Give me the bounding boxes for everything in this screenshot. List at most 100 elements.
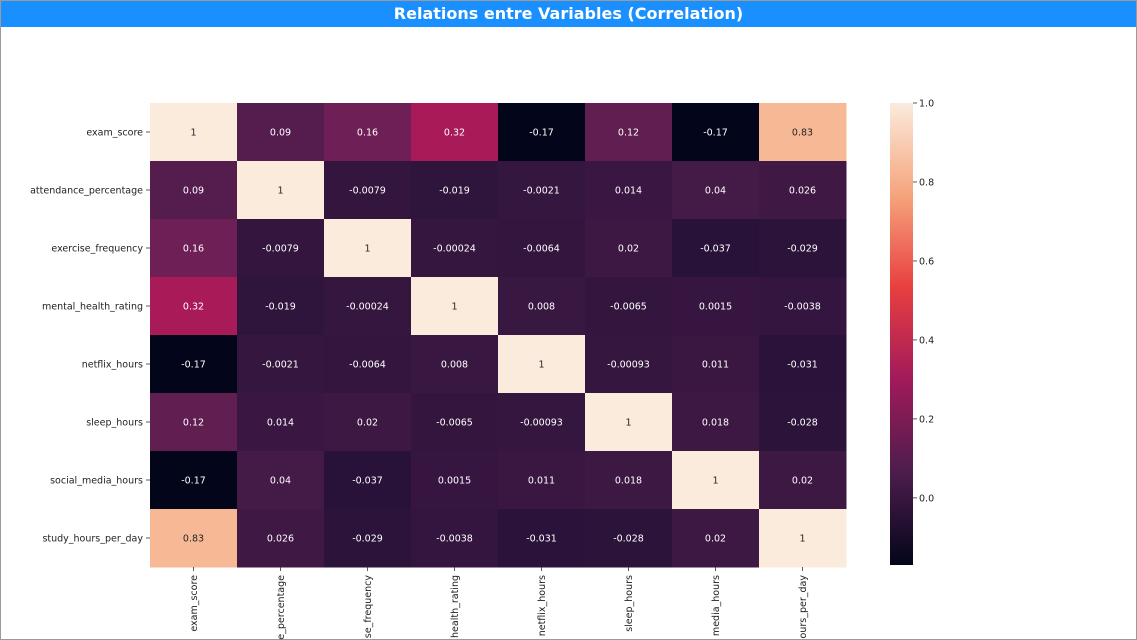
heatmap-cell-label: -0.031 [526,534,557,545]
heatmap-cell-label: -0.029 [352,534,383,545]
heatmap-cell [324,103,412,162]
heatmap-cell [759,393,847,452]
heatmap-cell-label: -0.028 [613,534,644,545]
heatmap-cell [411,161,499,220]
heatmap-cell-label: 0.018 [615,476,642,487]
heatmap-cell [498,335,586,394]
heatmap-cell-label: 0.04 [270,476,291,487]
heatmap-cell-labels: 1 0.09 0.16 0.32 -0.17 0.12 -0.17 0.83 0.09 1 -0.0… [181,128,821,545]
heatmap-cell [759,509,847,568]
heatmap-cell-label: 0.0015 [438,476,471,487]
heatmap-cell [324,335,412,394]
heatmap-cell-label: -0.17 [529,128,554,139]
heatmap-cell [759,161,847,220]
heatmap-cell-label: -0.037 [352,476,383,487]
heatmap-cell [585,219,673,278]
heatmap-cell [585,277,673,336]
heatmap-cell-label: 0.09 [270,128,291,139]
heatmap-cell [672,161,760,220]
heatmap-cell-label: 0.83 [792,128,813,139]
chart-title: Relations entre Variables (Correlation) [1,1,1136,27]
heatmap-cell-label: 1 [364,244,370,255]
heatmap-cell-label: 1 [451,302,457,313]
heatmap-cell-label: 1 [799,534,805,545]
colorbar-tick-label: 0.4 [919,335,934,346]
heatmap-cell [585,161,673,220]
heatmap-cell [237,451,325,510]
heatmap-cell [498,451,586,510]
heatmap-cell-label: 0.83 [183,534,204,545]
column-labels: exam_score e_percentage se_frequency health… [189,567,809,640]
heatmap-cell [672,451,760,510]
heatmap-cell-label: -0.019 [265,302,296,313]
heatmap-cell [150,161,238,220]
heatmap-cell-label: 1 [277,186,283,197]
heatmap-cell-label: -0.0038 [784,302,821,313]
row-label: exercise_frequency [51,244,143,255]
column-label: sleep_hours [624,575,635,632]
heatmap-cell-label: 0.011 [702,360,729,371]
heatmap-cell [324,509,412,568]
row-label: netflix_hours [82,360,143,371]
heatmap-cell [498,161,586,220]
heatmap-cell-label: -0.0038 [436,534,473,545]
colorbar-tick-label: 0.6 [919,256,934,267]
column-label: e_percentage [276,575,287,640]
column-label: netflix_hours [537,575,548,636]
heatmap-cell-label: 0.011 [528,476,555,487]
heatmap-cell [759,335,847,394]
colorbar-tick-label: 0.2 [919,414,934,425]
heatmap-cell-label: 0.12 [618,128,639,139]
heatmap-cell-label: -0.17 [181,476,206,487]
heatmap-cell-label: -0.031 [787,360,818,371]
heatmap-cell-label: 0.02 [618,244,639,255]
heatmap-cell [498,277,586,336]
heatmap-cell-label: -0.0065 [436,418,473,429]
heatmap-cell-label: -0.0065 [610,302,647,313]
column-label: ours_per_day [798,575,809,639]
heatmap-cell [672,103,760,162]
heatmap-cell [150,393,238,452]
heatmap-cell [324,393,412,452]
row-labels: exam_score attendance_percentage exercise_… [30,128,150,545]
heatmap-cell [237,393,325,452]
heatmap-cell-label: -0.019 [439,186,470,197]
heatmap-cell [150,335,238,394]
heatmap-cell [672,219,760,278]
heatmap-cell-label: -0.0021 [262,360,299,371]
heatmap-cell-label: -0.0079 [262,244,299,255]
heatmap-cell [411,451,499,510]
heatmap-cell-label: -0.0064 [523,244,560,255]
heatmap-cell-label: 0.02 [792,476,813,487]
heatmap-cell-label: 1 [625,418,631,429]
colorbar-tick-label: 0.8 [919,177,934,188]
row-label: social_media_hours [50,476,143,487]
column-label: health_rating [450,575,461,638]
heatmap-cell-label: -0.037 [700,244,731,255]
row-label: exam_score [86,128,143,139]
colorbar [890,103,913,565]
heatmap-cell [759,103,847,162]
heatmap-cell [150,451,238,510]
heatmap-cell [150,277,238,336]
heatmap-cell-label: -0.028 [787,418,818,429]
heatmap-cell [150,103,238,162]
heatmap-cell [324,451,412,510]
heatmap-cell-label: 0.32 [183,302,204,313]
heatmap-cell-label: 0.12 [183,418,204,429]
heatmap-cell-label: 0.02 [705,534,726,545]
colorbar-ticks: 1.0 0.8 0.6 0.4 0.2 0.0 [913,99,934,504]
heatmap-cell-label: -0.17 [703,128,728,139]
row-label: attendance_percentage [30,186,143,197]
heatmap-cell [672,393,760,452]
heatmap-cell [324,277,412,336]
heatmap-cell-label: 1 [538,360,544,371]
heatmap-cell-label: 1 [190,128,196,139]
heatmap-cell [411,219,499,278]
heatmap-cell [237,335,325,394]
heatmap-cell-label: -0.00093 [520,418,563,429]
heatmap-cell-label: 0.16 [357,128,378,139]
heatmap-cell [498,103,586,162]
heatmap-cell-label: -0.00024 [346,302,389,313]
